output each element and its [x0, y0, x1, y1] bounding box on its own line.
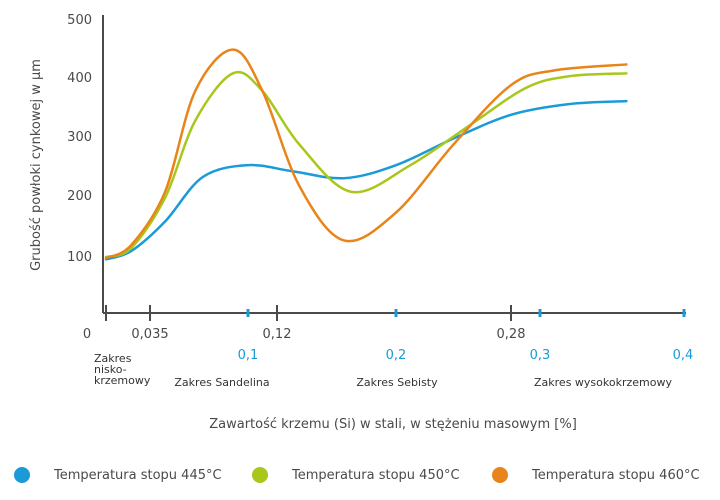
- legend-item-460: Temperatura stopu 460°C: [492, 462, 700, 488]
- x-tick-label-0: 0: [83, 327, 91, 342]
- legend-swatch-445: [14, 467, 30, 483]
- x-tick-label-blue-03: 0,3: [530, 348, 551, 363]
- legend-label-445: Temperatura stopu 445°C: [54, 467, 222, 483]
- series-line-445: [104, 99, 628, 261]
- x-tick-label-0035: 0,035: [131, 327, 168, 342]
- legend: Temperatura stopu 445°C Temperatura stop…: [0, 462, 720, 488]
- x-axis-title: Zawartość krzemu (Si) w stali, w stężeni…: [209, 417, 577, 432]
- series-line-460: [104, 48, 628, 260]
- legend-swatch-460: [492, 467, 508, 483]
- x-tick-label-blue-04: 0,4: [673, 348, 694, 363]
- x-tick-label-028: 0,28: [497, 327, 526, 342]
- zone-label-low-1: Zakres: [94, 352, 132, 365]
- x-tick-label-blue-02: 0,2: [386, 348, 407, 363]
- y-axis-title: Grubość powłoki cynkowej w µm: [29, 59, 44, 271]
- zone-label-sebisty: Zakres Sebisty: [356, 376, 438, 389]
- x-tick-label-012: 0,12: [263, 327, 292, 342]
- series-line-450: [104, 70, 628, 259]
- zone-label-low-3: krzemowy: [94, 374, 151, 387]
- legend-label-450: Temperatura stopu 450°C: [292, 467, 460, 483]
- y-tick-label-500: 500: [67, 13, 92, 28]
- legend-item-450: Temperatura stopu 450°C: [252, 462, 460, 488]
- legend-item-445: Temperatura stopu 445°C: [14, 462, 222, 488]
- y-tick-label-200: 200: [67, 189, 92, 204]
- legend-swatch-450: [252, 467, 268, 483]
- legend-label-460: Temperatura stopu 460°C: [532, 467, 700, 483]
- zone-label-high: Zakres wysokokrzemowy: [534, 376, 672, 389]
- chart-svg: 500 400 300 200 100 Grubość powłoki cynk…: [29, 13, 694, 432]
- y-tick-label-100: 100: [67, 250, 92, 265]
- y-tick-label-300: 300: [67, 130, 92, 145]
- y-tick-label-400: 400: [67, 71, 92, 86]
- zone-label-low-2: nisko-: [94, 363, 127, 376]
- zone-label-sandelin: Zakres Sandelina: [174, 376, 269, 389]
- x-tick-label-blue-01: 0,1: [238, 348, 259, 363]
